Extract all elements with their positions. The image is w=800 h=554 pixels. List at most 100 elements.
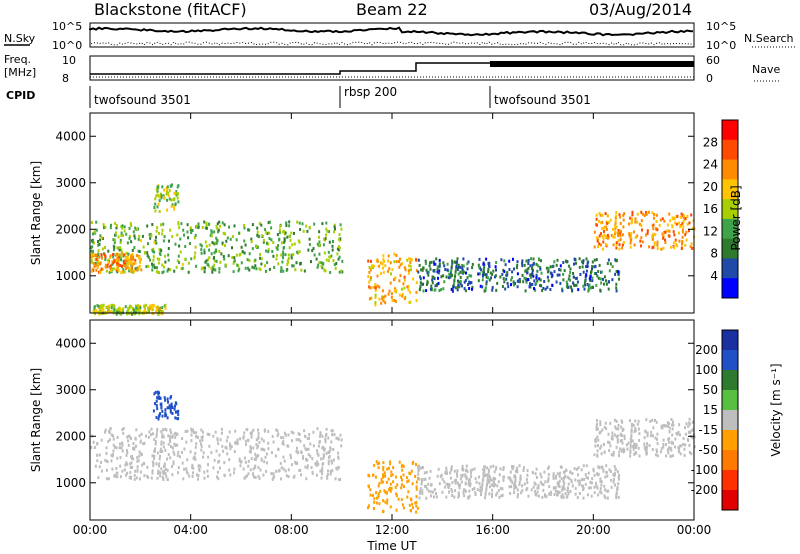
cell-mark-2-23 xyxy=(160,194,163,198)
cell-mark-2-78 xyxy=(384,474,387,478)
cell-mark-5-83 xyxy=(630,232,633,235)
cell-mark-2-18 xyxy=(395,492,398,496)
cell-mark-0-388 xyxy=(236,263,239,267)
cell-mark-4-416 xyxy=(431,275,434,279)
cell-mark-1-46 xyxy=(164,414,167,418)
cell-mark-4-310 xyxy=(529,285,532,289)
cell-mark-3-94 xyxy=(404,268,407,272)
cell-mark-4-271 xyxy=(453,260,456,264)
cell-mark-5-190 xyxy=(686,215,689,218)
cell-mark-4-19 xyxy=(671,423,673,427)
cell-mark-2-46 xyxy=(171,203,174,207)
cell-mark-0-575 xyxy=(204,266,206,270)
cell-mark-3-370 xyxy=(449,471,452,475)
cell-mark-0-213 xyxy=(107,249,110,253)
cell-mark-0-328 xyxy=(93,446,96,449)
cell-mark-3-35 xyxy=(407,284,410,288)
cell-mark-3-132 xyxy=(475,480,478,484)
cell-mark-2-91 xyxy=(392,466,395,470)
cell-mark-0-578 xyxy=(122,263,125,267)
cell-mark-3-115 xyxy=(393,278,395,282)
cell-mark-3-46 xyxy=(382,266,384,270)
cell-mark-3-217 xyxy=(444,471,447,475)
cell-mark-3-2 xyxy=(407,271,410,275)
cell-mark-4-314 xyxy=(589,279,592,282)
cell-mark-0-252 xyxy=(261,234,264,238)
cell-mark-4-443 xyxy=(589,274,592,278)
cell-mark-0-218 xyxy=(114,233,117,237)
cell-mark-3-328 xyxy=(445,482,448,486)
cell-mark-0-158 xyxy=(154,447,157,451)
cell-mark-3-117 xyxy=(394,276,397,280)
cell-mark-0-274 xyxy=(249,450,252,454)
cell-mark-3-243 xyxy=(545,494,548,498)
cell-mark-5-89 xyxy=(680,212,683,216)
cell-mark-0-93 xyxy=(174,242,177,246)
cell-mark-4-77 xyxy=(620,425,623,429)
cell-mark-1-40 xyxy=(112,253,114,256)
cell-mark-0-470 xyxy=(161,435,164,439)
cell-mark-4-390 xyxy=(508,268,511,271)
cell-mark-4-129 xyxy=(468,287,471,290)
cell-mark-0-179 xyxy=(298,433,301,436)
cell-mark-1-72 xyxy=(106,265,109,269)
cell-mark-5-18 xyxy=(640,244,642,248)
cell-mark-4-200 xyxy=(427,270,430,274)
cell-mark-5-229 xyxy=(671,216,674,220)
cell-mark-0-546 xyxy=(116,475,119,479)
cell-mark-0-392 xyxy=(213,256,215,260)
cell-mark-1-63 xyxy=(112,261,115,265)
cell-mark-3-428 xyxy=(563,476,565,480)
cell-mark-5-166 xyxy=(596,239,599,243)
cell-mark-0-469 xyxy=(139,470,142,474)
cell-mark-3-348 xyxy=(479,485,482,489)
cell-mark-0-186 xyxy=(192,428,194,432)
cell-mark-5-231 xyxy=(643,214,646,217)
cell-mark-3-134 xyxy=(482,477,485,481)
cell-mark-0-20 xyxy=(119,456,122,460)
cell-mark-3-83 xyxy=(445,469,448,473)
cell-mark-0-230 xyxy=(114,231,117,235)
cell-mark-4-459 xyxy=(530,257,532,261)
cell-mark-0-376 xyxy=(333,263,336,267)
cell-mark-3-405 xyxy=(598,465,601,469)
cell-mark-5-123 xyxy=(617,239,620,243)
cell-mark-0-174 xyxy=(262,240,265,244)
cell-mark-2-101 xyxy=(377,484,380,488)
cell-mark-3-381 xyxy=(542,488,545,492)
cell-mark-5-12 xyxy=(666,229,669,233)
cell-mark-4-65 xyxy=(645,418,648,422)
cell-mark-0-117 xyxy=(328,240,331,244)
cell-mark-4-221 xyxy=(621,441,624,445)
cell-mark-4-32 xyxy=(424,259,427,263)
cell-mark-4-118 xyxy=(436,270,439,274)
cell-mark-4-43 xyxy=(477,263,480,267)
cell-mark-4-441 xyxy=(462,270,465,274)
cell-mark-4-445 xyxy=(513,283,515,287)
cell-mark-0-437 xyxy=(158,251,161,255)
cell-mark-0-585 xyxy=(317,462,320,466)
cell-mark-3-196 xyxy=(432,490,434,494)
cell-mark-3-340 xyxy=(501,493,504,497)
cell-mark-0-96 xyxy=(243,251,246,255)
cell-mark-0-84 xyxy=(313,222,316,226)
cell-mark-5-153 xyxy=(606,214,609,218)
cell-mark-5-145 xyxy=(634,217,637,221)
cell-mark-0-291 xyxy=(282,442,285,446)
cell-mark-4-180 xyxy=(672,441,675,445)
cell-mark-3-120 xyxy=(464,473,467,477)
cell-mark-0-423 xyxy=(251,247,254,251)
cell-mark-4-190 xyxy=(572,272,574,275)
cell-mark-5-239 xyxy=(623,212,626,216)
cell-mark-0-135 xyxy=(161,271,164,275)
cell-mark-4-153 xyxy=(591,285,594,289)
cell-mark-4-354 xyxy=(575,261,577,265)
cell-mark-0-558 xyxy=(340,444,343,448)
cell-mark-0-101 xyxy=(317,444,320,448)
cell-mark-3-441 xyxy=(582,496,585,500)
cell-mark-0-416 xyxy=(254,452,257,456)
cell-mark-1-109 xyxy=(95,257,98,261)
cell-mark-4-476 xyxy=(466,262,469,266)
cell-mark-5-192 xyxy=(651,246,654,250)
